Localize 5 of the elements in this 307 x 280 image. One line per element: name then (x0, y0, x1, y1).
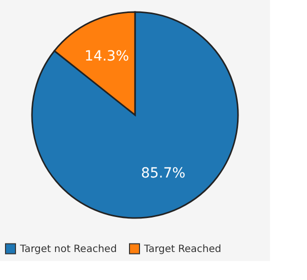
data-label: 85.7% (140, 166, 186, 182)
legend-label: Target Reached (143, 244, 222, 255)
data-label: 14.3% (84, 48, 130, 64)
legend-label: Target not Reached (19, 244, 117, 255)
pie-slice (31, 11, 239, 219)
